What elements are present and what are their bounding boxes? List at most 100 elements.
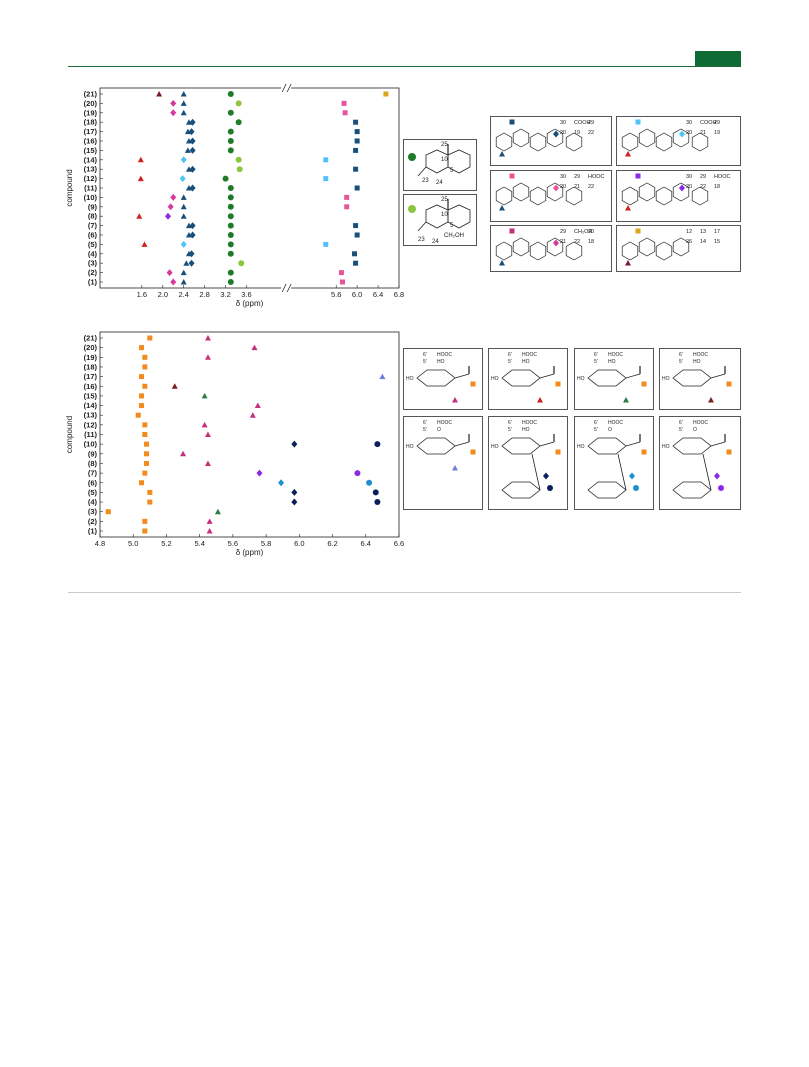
data-point (141, 241, 148, 247)
sugar-marker (633, 485, 639, 491)
x-axis-label: δ (ppm) (236, 548, 264, 557)
plot-frame (99, 87, 400, 289)
sugar-ring (672, 369, 712, 387)
data-point (235, 100, 242, 107)
sugar-marker (470, 381, 476, 387)
data-point (354, 232, 360, 238)
data-point (185, 232, 192, 238)
sugar-ring (587, 437, 627, 455)
ring (529, 186, 547, 206)
sugar-marker (555, 449, 561, 455)
footer-rule (68, 592, 741, 593)
y-tick-label: (21) (84, 90, 98, 99)
structure-label: 29 (700, 174, 706, 180)
ring (672, 237, 690, 257)
sugar-marker (537, 397, 543, 403)
data-point (227, 203, 234, 210)
data-point (180, 269, 187, 276)
structure-label: 30 (560, 174, 566, 180)
data-point (342, 110, 348, 116)
structure-label: 15 (714, 239, 720, 245)
y-tick-label: (9) (88, 202, 98, 211)
structure-label: COOH (700, 120, 717, 126)
x-tick-label: 2.0 (158, 290, 168, 299)
x-tick-label: 6.8 (394, 290, 404, 299)
sugar-ring (416, 437, 456, 455)
structure-marker (625, 260, 631, 266)
glycosidic-bond (625, 441, 641, 447)
ring-a-2-label-23: 23 (418, 237, 425, 243)
y-tick-label: (17) (84, 372, 98, 381)
y-tick-label: (8) (88, 212, 98, 221)
axis-break-mark (281, 283, 287, 293)
data-point (354, 470, 361, 477)
data-point (372, 489, 379, 496)
structure-label: 29 (560, 229, 566, 235)
sugar-marker (452, 465, 458, 471)
structure-box-ring-a-2: 25 10 5 23 24 CH₂OH (403, 194, 477, 246)
data-point (156, 91, 163, 97)
data-point (147, 499, 153, 505)
data-point (227, 138, 234, 144)
data-point (227, 232, 234, 238)
sugar-label: HO (577, 376, 585, 382)
y-tick-label: (4) (88, 249, 98, 258)
structure-marker (509, 228, 515, 234)
ring (655, 132, 673, 152)
data-point (254, 402, 261, 409)
structure-label: 14 (700, 239, 706, 245)
data-point (147, 489, 153, 495)
sugar-box-7 (574, 416, 654, 510)
ring-a-2-label-ch2oh: CH₂OH (444, 233, 464, 239)
structure-label: COOH (574, 120, 591, 126)
sugar-ring (416, 369, 456, 387)
data-point (189, 118, 196, 126)
y-tick-label: (10) (84, 193, 98, 202)
x-tick-label: 1.6 (137, 290, 147, 299)
axis-break-mark (286, 283, 292, 293)
sugar-label: HOOC (437, 420, 452, 426)
data-point (142, 422, 148, 428)
sugar-label: HOOC (608, 352, 623, 358)
y-tick-label: (6) (88, 231, 98, 240)
structure-marker (679, 130, 685, 138)
data-point (204, 354, 211, 360)
structure-label: 30 (686, 120, 692, 126)
x-tick-label: 6.4 (373, 290, 383, 299)
sugar-label: HO (662, 444, 670, 450)
ring (691, 186, 709, 206)
structure-label: 20 (686, 130, 692, 136)
x-tick-label: 5.6 (228, 539, 238, 548)
data-point (227, 185, 234, 191)
sugar-marker (641, 449, 647, 455)
data-point (339, 279, 345, 285)
data-point (180, 279, 187, 285)
y-tick-label: (5) (88, 488, 98, 497)
data-point (139, 480, 145, 486)
sugar-marker (555, 381, 561, 387)
data-point (142, 383, 148, 389)
sugar-marker (452, 397, 458, 403)
data-point (142, 518, 148, 524)
x-tick-label: 5.0 (128, 539, 138, 548)
data-point (353, 260, 359, 266)
data-point (249, 412, 256, 418)
data-point (142, 432, 148, 437)
structure-label: 22 (700, 184, 706, 190)
ring (546, 182, 564, 202)
sugar-ring (672, 481, 712, 499)
data-point (206, 528, 213, 534)
structure-label: HOOC (588, 174, 605, 180)
y-tick-label: (17) (84, 127, 98, 136)
data-point (185, 185, 192, 191)
data-point (165, 212, 172, 220)
y-tick-label: (1) (88, 278, 98, 287)
sugar-marker (547, 485, 553, 491)
structure-label: CH₂OR (574, 229, 592, 235)
data-point (139, 345, 145, 351)
sugar-marker (726, 381, 732, 387)
data-point (353, 119, 359, 125)
structure-marker (509, 119, 515, 125)
data-point (184, 147, 191, 153)
y-tick-label: (11) (84, 184, 97, 193)
